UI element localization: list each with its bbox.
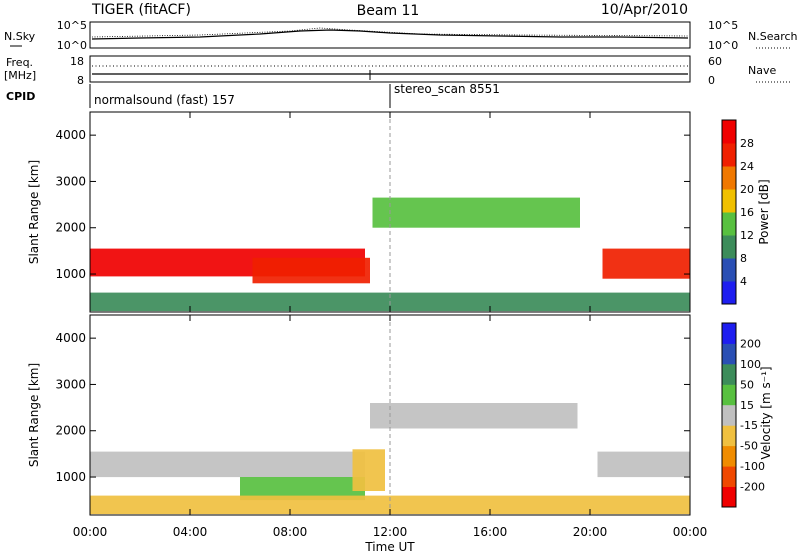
time-tick-label-1: 04:00 — [173, 525, 208, 539]
noise-search-trace — [91, 27, 689, 38]
power-region-2 — [372, 197, 580, 228]
cpid-segment-1: normalsound (fast) 157 — [94, 93, 235, 107]
velocity-ytick-label-0: 1000 — [55, 470, 86, 484]
power-ylabel: Slant Range [km] — [27, 160, 41, 264]
cpid-segment-2: stereo_scan 8551 — [394, 82, 500, 96]
power-colorbar-label: Power [dB] — [757, 179, 771, 244]
velocity-colorbar-tick-3: -15 — [740, 419, 758, 432]
time-tick-label-2: 08:00 — [273, 525, 308, 539]
power-colorbar-swatch-5 — [722, 166, 736, 190]
velocity-region-4 — [597, 451, 690, 478]
power-ytick-label-0: 1000 — [55, 267, 86, 281]
noise-panel: N.Sky 10^5 10^0 10^5 10^0 N.Search — [4, 19, 798, 52]
noise-right-tick-high: 10^5 — [708, 19, 738, 32]
power-colorbar-tick-2: 12 — [740, 229, 754, 242]
power-colorbar: 4 8 12 16 20 24 28 — [721, 119, 754, 305]
velocity-colorbar-tick-1: -100 — [740, 460, 765, 473]
nave-right-tick-low: 0 — [708, 74, 715, 87]
power-axes: 1000 2000 3000 4000 — [55, 112, 691, 312]
power-colorbar-swatch-7 — [722, 120, 736, 144]
freq-unit-label: [MHz] — [4, 69, 36, 82]
power-colorbar-tick-6: 28 — [740, 137, 754, 150]
power-ytick-label-2: 3000 — [55, 174, 86, 188]
velocity-region-0 — [90, 451, 365, 478]
velocity-colorbar-swatch-3 — [722, 425, 736, 447]
power-ytick-label-3: 4000 — [55, 128, 86, 142]
power-region-3 — [602, 248, 690, 279]
radar-title: TIGER (fitACF) — [91, 2, 191, 18]
power-colorbar-tick-0: 4 — [740, 275, 747, 288]
power-colorbar-tick-4: 20 — [740, 183, 754, 196]
velocity-colorbar-tick-0: -200 — [740, 481, 765, 494]
power-colorbar-swatch-0 — [722, 281, 736, 305]
noise-search-label: N.Search — [748, 30, 798, 43]
date-title: 10/Apr/2010 — [601, 2, 688, 18]
noise-left-tick-high: 10^5 — [57, 19, 87, 32]
power-colorbar-tick-1: 8 — [740, 252, 747, 265]
time-axis-label: Time UT — [364, 540, 415, 554]
velocity-axes: 1000 2000 3000 4000 — [55, 315, 691, 515]
velocity-colorbar-tick-6: 100 — [740, 358, 761, 371]
velocity-panel: 1000 2000 3000 4000 Slant Range [km] -200 -1… — [27, 314, 773, 516]
beam-title: Beam 11 — [357, 3, 420, 19]
velocity-colorbar-label: Velocity [m s⁻¹] — [759, 366, 773, 459]
time-tick-label-4: 16:00 — [473, 525, 508, 539]
power-colorbar-swatch-6 — [722, 143, 736, 167]
power-ytick-label-1: 2000 — [55, 221, 86, 235]
cpid-label: CPID — [6, 90, 35, 103]
velocity-colorbar-swatch-8 — [722, 323, 736, 344]
velocity-colorbar-swatch-2 — [722, 445, 736, 467]
velocity-region-2 — [240, 477, 365, 501]
freq-left-tick-low: 8 — [77, 74, 84, 87]
velocity-colorbar-tick-7: 200 — [740, 337, 761, 350]
time-tick-label-0: 00:00 — [73, 525, 108, 539]
velocity-colorbar-tick-4: 15 — [740, 399, 754, 412]
velocity-ytick-label-1: 2000 — [55, 424, 86, 438]
noise-right-tick-low: 10^0 — [708, 39, 738, 52]
velocity-heatmap — [90, 315, 690, 515]
power-colorbar-tick-3: 16 — [740, 206, 754, 219]
velocity-colorbar-swatch-1 — [722, 466, 736, 487]
nave-label: Nave — [748, 64, 776, 77]
power-panel: 1000 2000 3000 4000 Slant Range [km] 4 8 12 16… — [27, 111, 771, 313]
velocity-ytick-label-2: 3000 — [55, 377, 86, 391]
velocity-region-1 — [370, 403, 578, 429]
velocity-colorbar-swatch-0 — [722, 486, 736, 508]
power-region-1 — [252, 257, 370, 284]
velocity-colorbar-swatch-5 — [722, 384, 736, 406]
power-colorbar-tick-5: 24 — [740, 160, 754, 173]
velocity-colorbar-swatch-7 — [722, 343, 736, 365]
power-colorbar-swatch-2 — [722, 235, 736, 259]
nave-right-tick-high: 60 — [708, 55, 722, 68]
freq-left-tick-high: 18 — [70, 55, 84, 68]
power-colorbar-swatch-1 — [722, 258, 736, 282]
velocity-region-3 — [352, 449, 385, 491]
time-tick-label-6: 00:00 — [673, 525, 708, 539]
freq-panel: Freq. [MHz] 18 8 60 0 Nave — [4, 55, 790, 87]
time-axis: 00:00 04:00 08:00 12:00 16:00 20:00 00:00 — [73, 525, 708, 539]
velocity-colorbar-frame — [721, 322, 737, 508]
velocity-colorbar: -200 -100 -50 -15 15 50 100 200 — [721, 322, 765, 508]
time-tick-label-5: 20:00 — [573, 525, 608, 539]
velocity-ylabel: Slant Range [km] — [27, 363, 41, 467]
freq-label: Freq. — [6, 56, 33, 69]
power-colorbar-swatch-3 — [722, 212, 736, 236]
power-heatmap — [90, 112, 690, 312]
noise-sky-label: N.Sky — [4, 30, 36, 43]
noise-sky-trace — [91, 29, 689, 40]
velocity-colorbar-tick-2: -50 — [740, 440, 758, 453]
velocity-colorbar-swatch-4 — [722, 404, 736, 426]
power-colorbar-swatch-4 — [722, 189, 736, 213]
velocity-colorbar-swatch-6 — [722, 363, 736, 385]
velocity-ytick-label-3: 4000 — [55, 331, 86, 345]
velocity-colorbar-tick-5: 50 — [740, 378, 754, 391]
time-tick-label-3: 12:00 — [373, 525, 408, 539]
noise-left-tick-low: 10^0 — [57, 39, 87, 52]
cpid-panel: CPID normalsound (fast) 157 stereo_scan … — [6, 82, 500, 108]
power-colorbar-frame — [721, 119, 737, 305]
